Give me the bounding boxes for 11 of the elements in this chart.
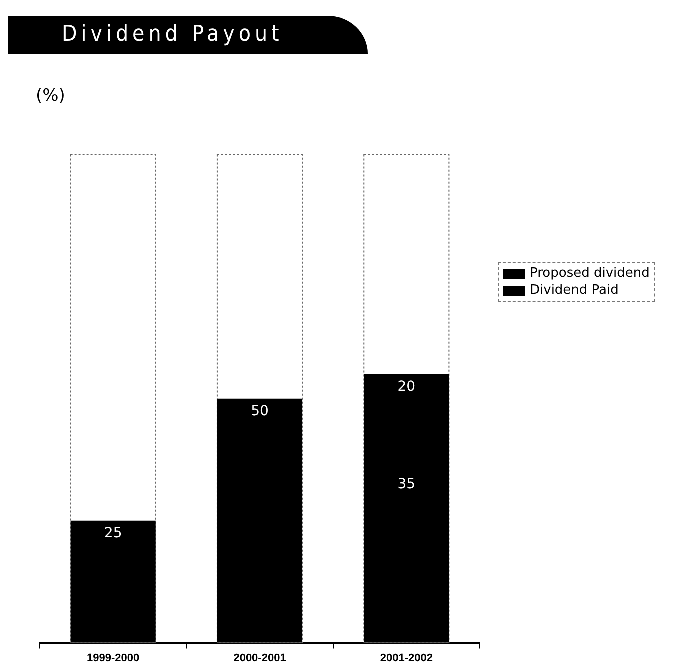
x-tick-label: 2001-2002 — [380, 652, 433, 664]
data-label: 35 — [398, 476, 416, 493]
data-label: 20 — [398, 379, 416, 396]
x-tick-label: 1999-2000 — [87, 652, 140, 664]
legend-label: Dividend Paid — [530, 282, 619, 299]
data-label: 25 — [104, 525, 122, 542]
x-tick-label: 2000-2001 — [234, 652, 286, 664]
legend-label: Proposed dividend — [530, 265, 650, 282]
y-axis-title: (%) — [36, 86, 66, 106]
data-label: 50 — [251, 404, 269, 420]
chart-title: Dividend Payout — [8, 16, 368, 54]
